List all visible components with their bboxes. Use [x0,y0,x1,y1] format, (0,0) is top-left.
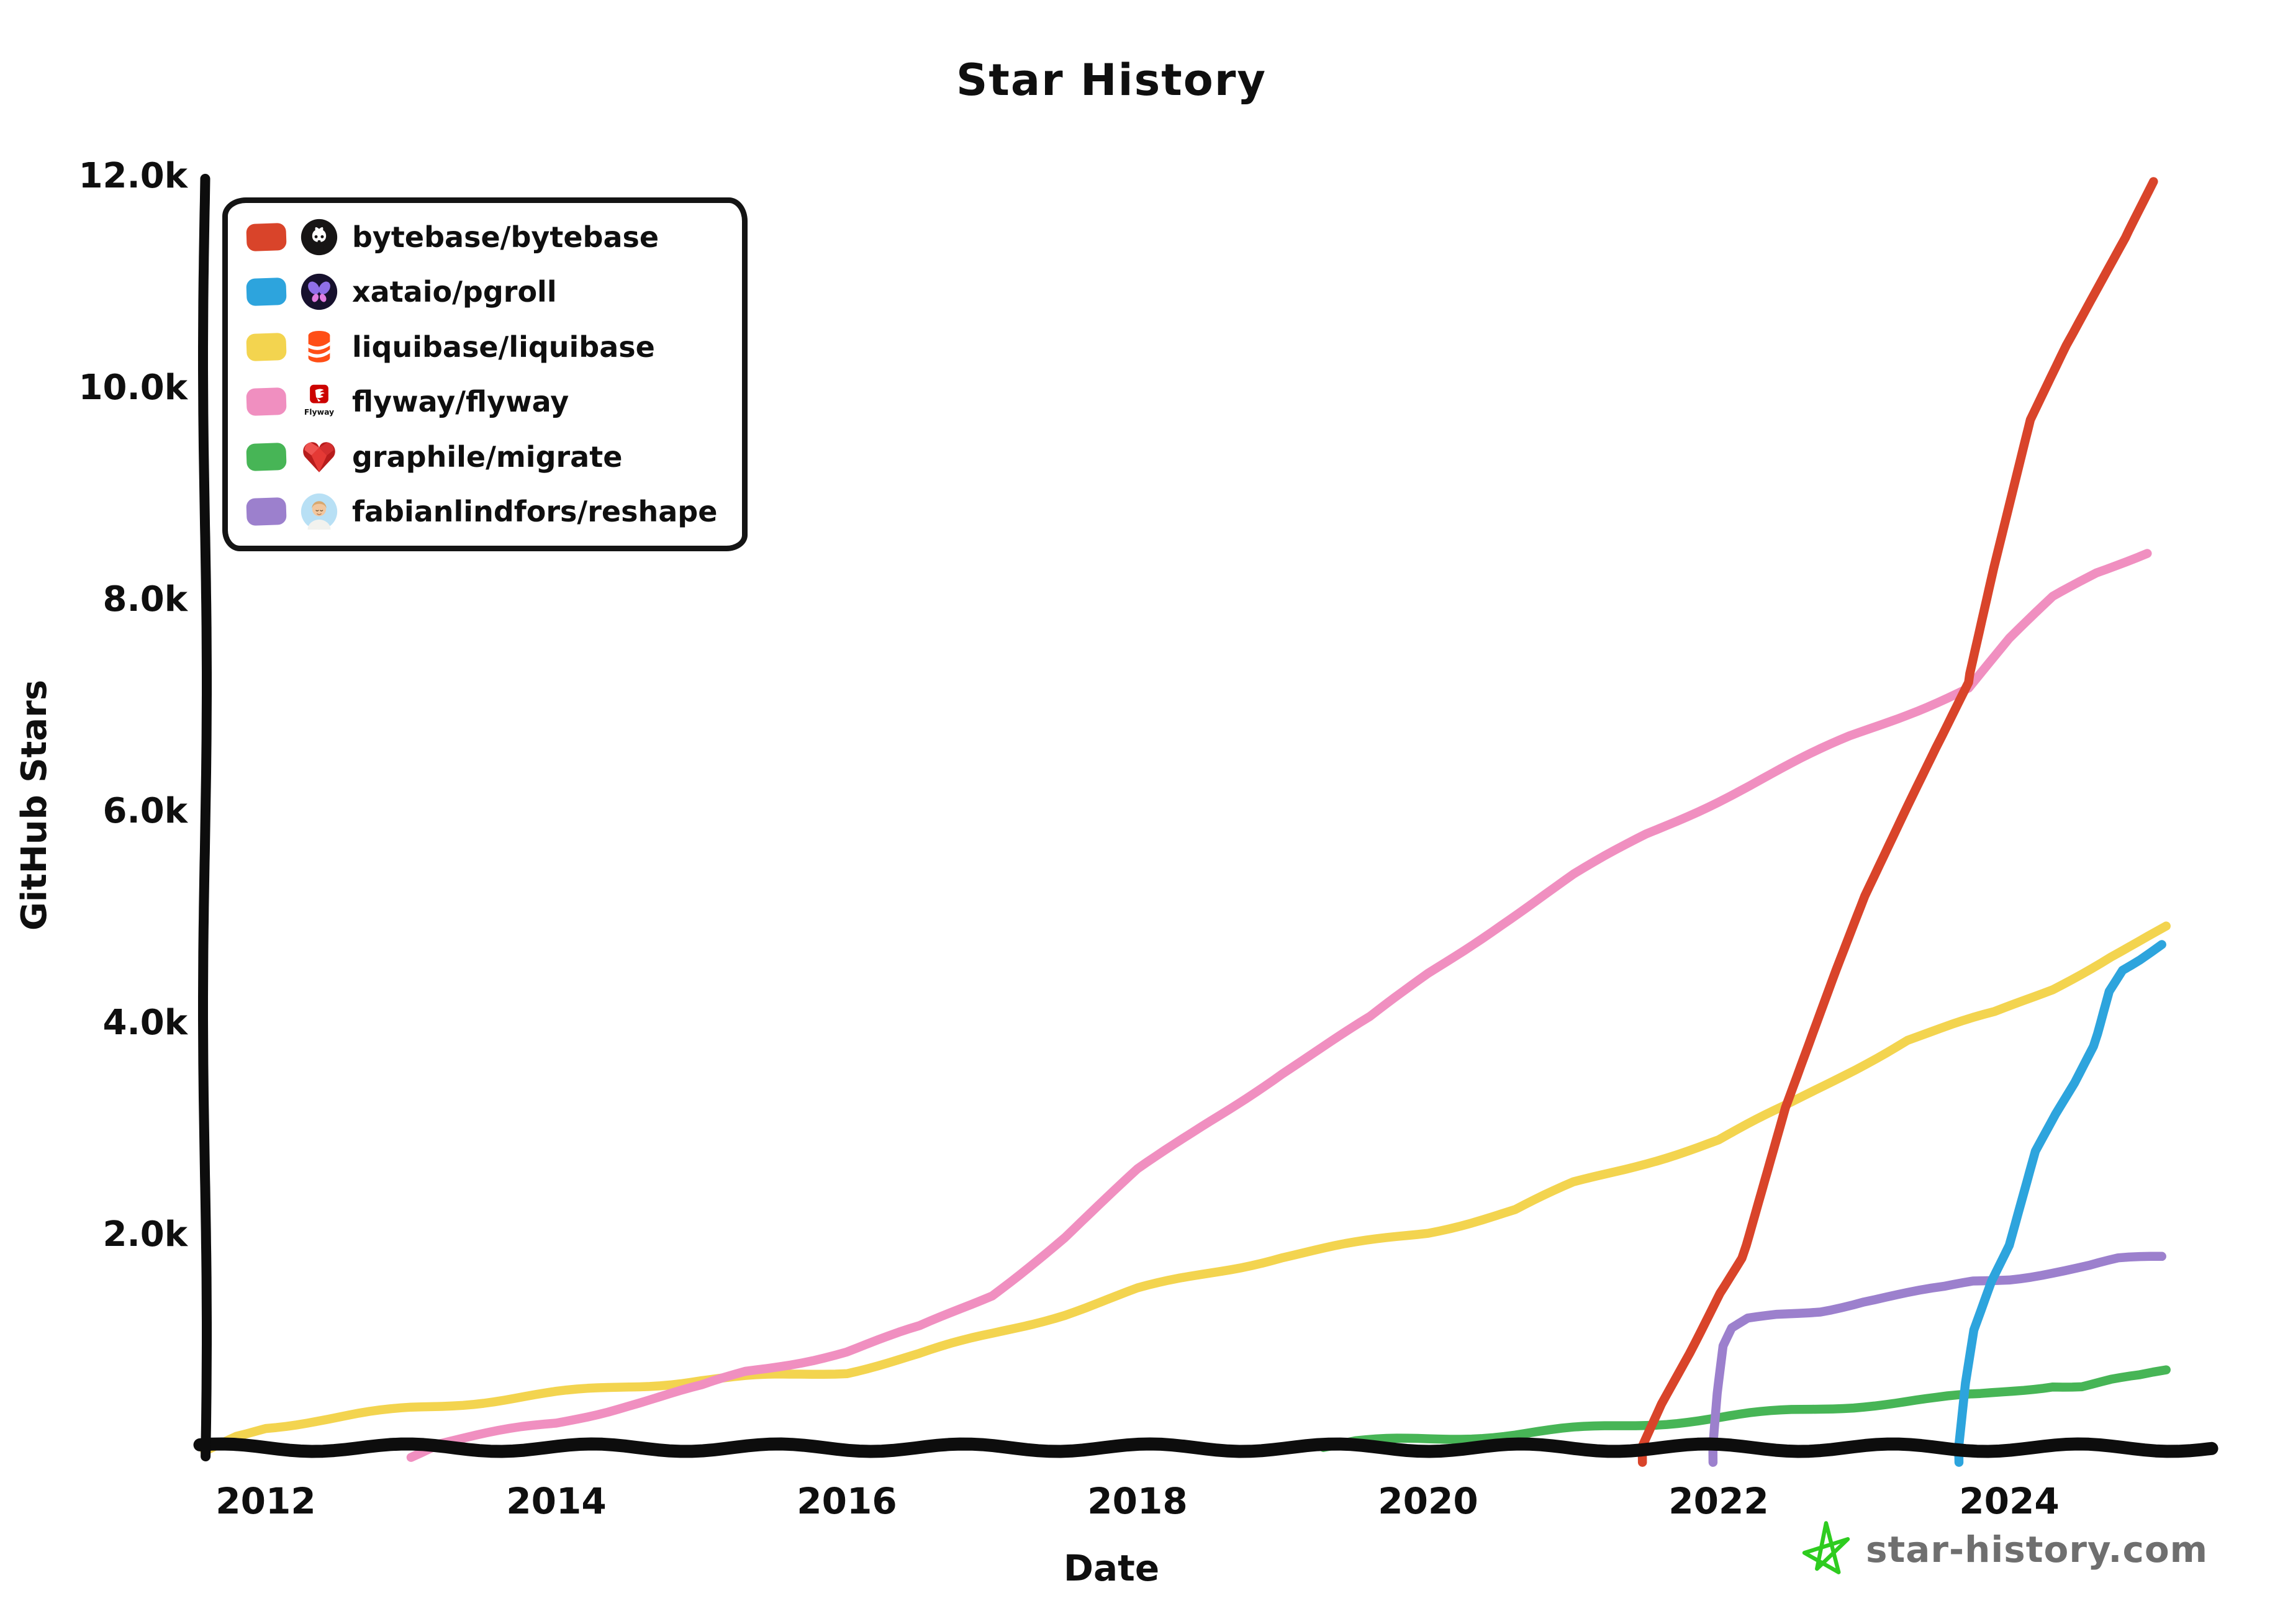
legend-label: fabianlindfors/reshape [352,495,718,529]
avatar-icon [300,492,338,531]
legend-item-reshape: fabianlindfors/reshape [228,484,742,539]
legend-item-flyway: Flyway flyway/flyway [228,374,742,429]
legend: bytebase/bytebase xataio/pgroll [222,197,748,551]
chart-title: Star History [956,55,1267,106]
series-color-swatch [246,442,287,471]
x-tick-label: 2024 [1959,1480,2060,1522]
flyway-logo-icon: Flyway [300,382,338,421]
legend-label: xataio/pgroll [352,275,557,309]
y-tick-label: 8.0k [102,579,188,620]
series-color-swatch [246,277,287,307]
legend-label: bytebase/bytebase [352,220,659,254]
x-tick-label: 2012 [215,1480,316,1522]
y-tick-label: 12.0k [78,156,188,196]
svg-text:Flyway: Flyway [304,407,334,417]
x-tick-label: 2020 [1378,1480,1478,1522]
legend-item-graphile: graphile/migrate [228,430,742,484]
star-history-star-icon [1798,1520,1855,1579]
x-tick-label: 2014 [506,1480,607,1522]
x-axis-line [193,1437,2218,1458]
y-tick-label: 10.0k [78,368,188,408]
series-line-bytebase-bytebase [1637,177,2158,1467]
xata-butterfly-icon [300,273,338,311]
series-line-xataio-pgroll [1954,940,2166,1467]
x-tick-label: 2018 [1087,1480,1188,1522]
liquibase-logo-icon [300,328,338,366]
x-tick-label: 2016 [797,1480,897,1522]
legend-label: liquibase/liquibase [352,330,655,364]
y-tick-label: 6.0k [102,791,188,831]
series-line-fabianlindfors-reshape [1708,1252,2166,1467]
series-line-liquibase-liquibase [200,921,2171,1456]
legend-item-bytebase: bytebase/bytebase [228,210,742,264]
series-color-swatch [246,332,287,361]
y-axis-line [198,174,212,1461]
series-color-swatch [246,387,287,417]
github-octocat-icon [300,218,338,256]
watermark-text: star-history.com [1866,1528,2209,1571]
x-tick-label: 2022 [1668,1480,1769,1522]
legend-label: graphile/migrate [352,440,623,474]
y-tick-label: 4.0k [102,1003,188,1043]
series-line-flyway-flyway [406,549,2152,1462]
y-tick-label: 2.0k [102,1214,188,1255]
watermark: star-history.com [1798,1520,2208,1579]
x-axis-title: Date [1063,1547,1160,1589]
legend-item-pgroll: xataio/pgroll [228,264,742,319]
series-line-graphile-migrate [1319,1365,2171,1452]
series-color-swatch [246,497,287,526]
legend-item-liquibase: liquibase/liquibase [228,320,742,374]
series-color-swatch [246,222,287,251]
legend-label: flyway/flyway [352,385,569,419]
ruby-heart-icon [300,438,338,476]
